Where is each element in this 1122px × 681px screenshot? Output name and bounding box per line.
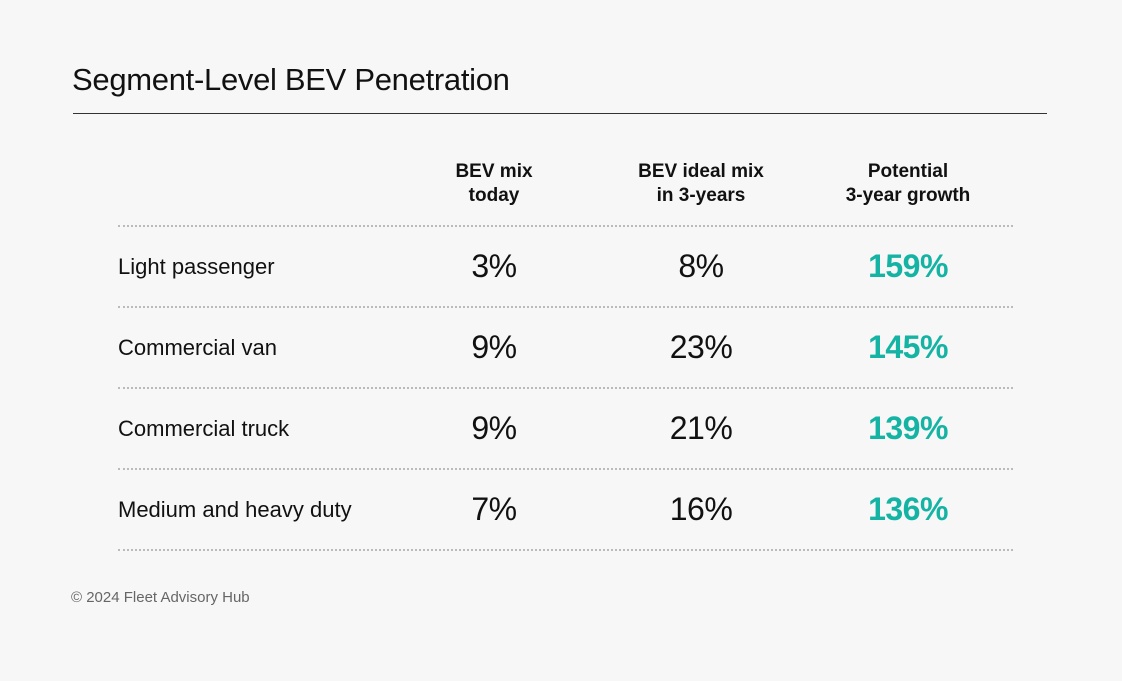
cell-bev-mix-today: 7%: [471, 491, 517, 527]
cell-bev-ideal-mix: 8%: [678, 248, 724, 284]
cell-bev-ideal-mix: 21%: [669, 410, 733, 446]
column-header-line: today: [468, 185, 520, 206]
copyright-footer: © 2024 Fleet Advisory Hub: [71, 589, 250, 606]
column-header-line: in 3-years: [656, 185, 746, 206]
table-row: Commercial truck 9% 21% 139%: [118, 389, 1013, 468]
row-label: Medium and heavy duty: [118, 497, 352, 522]
cell-potential-growth: 139%: [868, 410, 948, 446]
row-label: Light passenger: [118, 254, 275, 279]
cell-potential-growth: 159%: [868, 248, 948, 284]
cell-bev-mix-today: 9%: [471, 329, 517, 365]
page-title: Segment-Level BEV Penetration: [72, 62, 510, 97]
title-divider: [73, 113, 1047, 114]
table-header: BEV mix today BEV ideal mix in 3-years P…: [118, 150, 1013, 225]
column-header-line: 3-year growth: [845, 185, 971, 206]
cell-bev-ideal-mix: 16%: [669, 491, 733, 527]
column-header-line: Potential: [867, 161, 949, 182]
row-divider: [118, 549, 1013, 551]
table-row: Commercial van 9% 23% 145%: [118, 308, 1013, 387]
column-header-potential-growth: Potential 3-year growth: [808, 160, 1008, 208]
cell-bev-mix-today: 9%: [471, 410, 517, 446]
column-header-line: BEV mix: [455, 161, 533, 182]
row-divider: [118, 468, 1013, 470]
table-row: Medium and heavy duty 7% 16% 136%: [118, 470, 1013, 549]
row-label: Commercial van: [118, 335, 277, 360]
column-header-bev-ideal-mix: BEV ideal mix in 3-years: [601, 160, 801, 208]
cell-potential-growth: 136%: [868, 491, 948, 527]
cell-bev-mix-today: 3%: [471, 248, 517, 284]
row-divider: [118, 387, 1013, 389]
row-label: Commercial truck: [118, 416, 290, 441]
row-divider: [118, 306, 1013, 308]
penetration-table: BEV mix today BEV ideal mix in 3-years P…: [118, 150, 1013, 551]
cell-potential-growth: 145%: [868, 329, 948, 365]
table-row: Light passenger 3% 8% 159%: [118, 227, 1013, 306]
row-divider: [118, 225, 1013, 227]
column-header-line: BEV ideal mix: [638, 161, 764, 182]
column-header-bev-mix-today: BEV mix today: [394, 160, 594, 208]
cell-bev-ideal-mix: 23%: [669, 329, 733, 365]
